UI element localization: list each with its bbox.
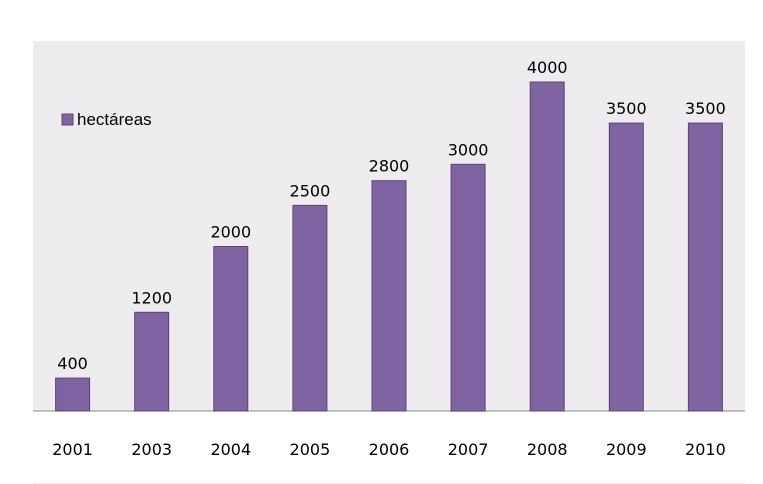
- x-tick-label-2007: 2007: [448, 440, 489, 459]
- x-tick-label-2005: 2005: [290, 440, 331, 459]
- bar-2006: [371, 180, 407, 412]
- bar-2003: [134, 311, 170, 412]
- bar-2005: [292, 204, 328, 412]
- x-tick-label-2008: 2008: [527, 440, 568, 459]
- data-label-2007: 3000: [448, 140, 489, 159]
- x-tick-label-2010: 2010: [685, 440, 726, 459]
- x-tick-label-2004: 2004: [210, 440, 251, 459]
- data-label-2010: 3500: [685, 99, 726, 118]
- bar-2001: [55, 377, 91, 412]
- x-tick-label-2003: 2003: [131, 440, 172, 459]
- x-tick-label-2001: 2001: [52, 440, 93, 459]
- bar-2010: [687, 122, 723, 412]
- bar-2008: [529, 81, 565, 412]
- data-label-2006: 2800: [369, 157, 410, 176]
- legend-swatch: [61, 113, 74, 126]
- bar-2007: [450, 163, 486, 412]
- bar-2009: [608, 122, 644, 412]
- data-labels-group: 400 1200 2000 2500 2800 3000 4000 3500 3500: [57, 58, 725, 373]
- bar-2004: [213, 246, 249, 412]
- data-label-2003: 1200: [131, 288, 172, 307]
- x-tick-label-2006: 2006: [369, 440, 410, 459]
- data-label-2004: 2000: [210, 223, 251, 242]
- legend: hectáreas: [61, 110, 152, 129]
- data-label-2009: 3500: [606, 99, 647, 118]
- data-label-2005: 2500: [290, 181, 331, 200]
- x-tick-labels-group: 2001 2003 2004 2005 2006 2007 2008 2009 2010: [52, 440, 726, 459]
- x-tick-label-2009: 2009: [606, 440, 647, 459]
- bars-group: [55, 81, 723, 412]
- legend-label: hectáreas: [77, 110, 152, 129]
- data-label-2001: 400: [57, 354, 88, 373]
- data-label-2008: 4000: [527, 58, 568, 77]
